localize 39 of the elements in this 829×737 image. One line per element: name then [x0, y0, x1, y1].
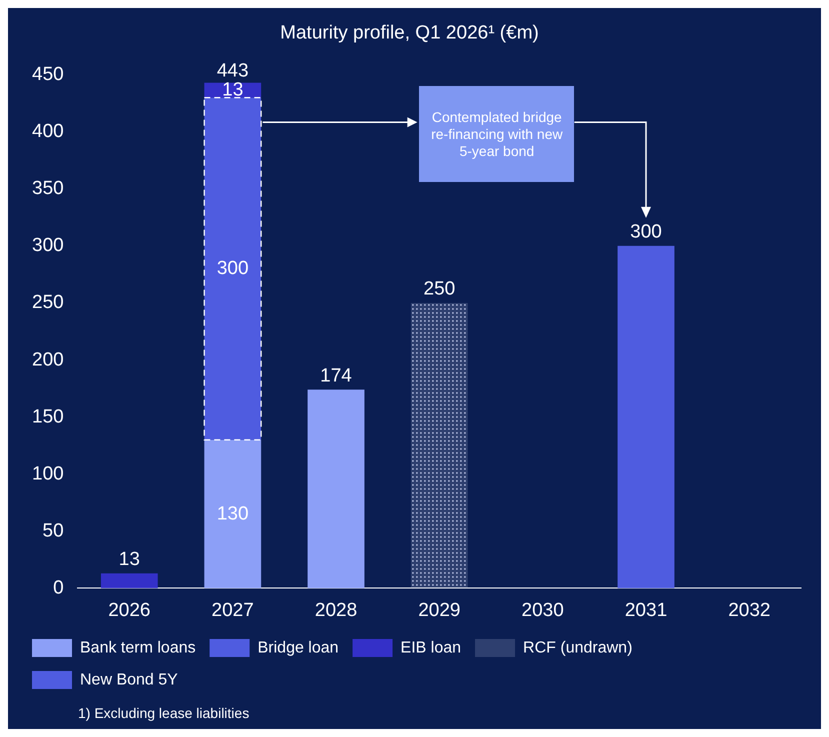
y-tick-label: 300 [32, 235, 64, 256]
bar [618, 246, 674, 588]
x-tick-label: 2032 [728, 600, 770, 621]
data-label: 130 [216, 503, 249, 524]
legend-label: EIB loan [400, 639, 462, 656]
y-tick-label: 400 [32, 121, 64, 142]
x-tick-label: 2030 [522, 600, 564, 621]
data-label: 300 [630, 222, 662, 243]
x-tick-label: 2027 [212, 600, 254, 621]
y-tick-label: 350 [32, 178, 64, 200]
x-tick-label: 2029 [418, 600, 460, 621]
text: 1) Excluding lease liabilities [78, 704, 250, 721]
y-tick-label: 150 [32, 406, 64, 428]
note-box: Contemplated bridge re-financing with new 5-year bond [419, 86, 574, 182]
y-tick-label: 100 [32, 463, 64, 484]
data-label: 250 [424, 278, 456, 300]
annotation: Contemplated bridge re-financing with new 5-year bond [430, 108, 564, 160]
bar [410, 302, 468, 588]
data-label: 300 [216, 258, 249, 279]
data-label: 174 [320, 365, 352, 386]
y-tick-label: 250 [32, 292, 64, 314]
y-tick-label: 200 [32, 349, 64, 370]
data-label: 13 [222, 79, 244, 100]
total-label: 443 [216, 60, 249, 82]
data-label: 13 [118, 549, 140, 570]
chart-title: Maturity profile, Q1 2026¹ (€m) [280, 22, 539, 44]
bar [308, 390, 364, 588]
bar [100, 573, 158, 588]
legend-label: RCF (undrawn) [523, 639, 632, 656]
y-tick-label: 50 [42, 520, 64, 542]
x-tick-label: 2028 [314, 600, 358, 621]
bar [204, 440, 262, 588]
x-tick-label: 2026 [108, 600, 151, 621]
legend-label: Bank term loans [80, 639, 196, 656]
legend-label: New Bond 5Y [80, 671, 178, 688]
y-tick-label: 0 [53, 577, 64, 598]
legend-label: Bridge loan [258, 639, 339, 656]
y-tick-label: 450 [32, 64, 64, 86]
x-tick-label: 2031 [624, 600, 668, 621]
